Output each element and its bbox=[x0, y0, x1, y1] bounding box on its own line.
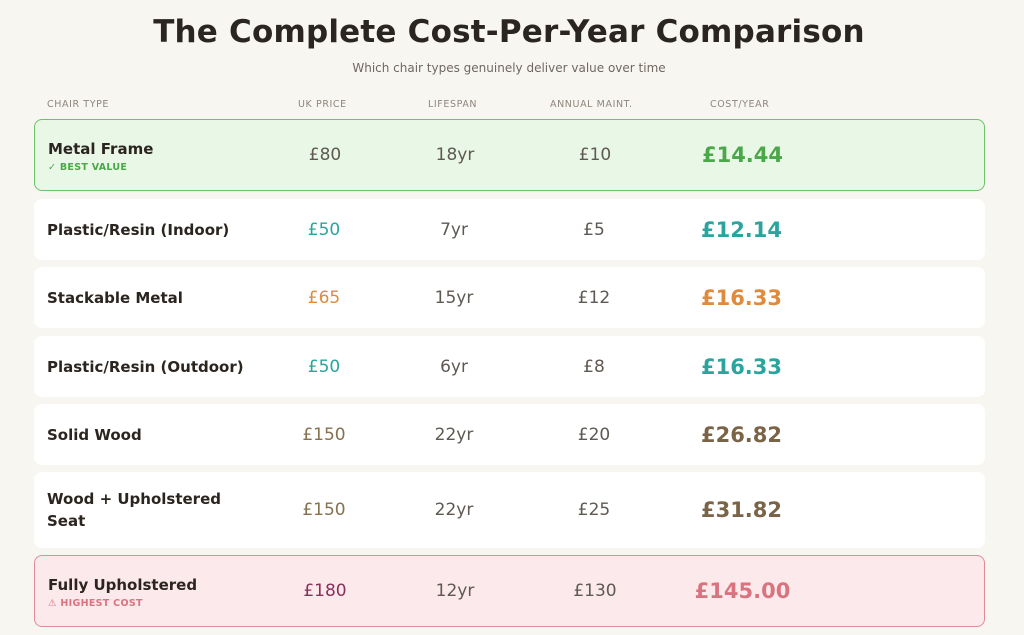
table-row-plastic-indoor: Plastic/Resin (Indoor) £50 7yr £5 £12.14 bbox=[34, 199, 985, 260]
chair-type-cell: Plastic/Resin (Outdoor) bbox=[47, 336, 277, 397]
best-value-badge: ✓ BEST VALUE bbox=[48, 161, 128, 173]
chair-name: Fully Upholstered bbox=[48, 575, 198, 594]
column-header-lifespan: LIFESPAN bbox=[428, 99, 478, 110]
cost-per-year-cell: £145.00 bbox=[694, 579, 791, 603]
chair-name: Wood + Upholstered Seat bbox=[47, 490, 221, 530]
annual-maint-cell: £25 bbox=[577, 500, 611, 520]
chair-name: Plastic/Resin (Indoor) bbox=[47, 220, 230, 239]
uk-price-cell: £80 bbox=[308, 145, 342, 165]
lifespan-cell: 6yr bbox=[440, 356, 468, 377]
annual-maint-cell: £10 bbox=[578, 145, 612, 165]
table-row-stackable-metal: Stackable Metal £65 15yr £12 £16.33 bbox=[34, 267, 985, 328]
annual-maint-cell: £20 bbox=[577, 424, 611, 445]
column-header-uk-price: UK PRICE bbox=[298, 99, 347, 110]
chair-name: Stackable Metal bbox=[47, 288, 183, 307]
column-header-annual-maint: ANNUAL MAINT. bbox=[550, 99, 633, 110]
chair-name: Solid Wood bbox=[47, 425, 142, 444]
chair-type-cell: Fully Upholstered ⚠ HIGHEST COST bbox=[48, 556, 278, 626]
cost-per-year-cell: £26.82 bbox=[700, 422, 783, 447]
cost-per-year-cell: £12.14 bbox=[700, 217, 783, 242]
annual-maint-cell: £5 bbox=[583, 219, 605, 240]
lifespan-cell: 15yr bbox=[434, 287, 474, 308]
cost-per-year-cell: £14.44 bbox=[701, 143, 784, 167]
table-row-solid-wood: Solid Wood £150 22yr £20 £26.82 bbox=[34, 404, 985, 465]
lifespan-cell: 12yr bbox=[435, 581, 475, 601]
chair-type-cell: Stackable Metal bbox=[47, 267, 277, 328]
lifespan-cell: 22yr bbox=[434, 424, 474, 445]
chair-type-cell: Metal Frame ✓ BEST VALUE bbox=[48, 120, 278, 190]
column-header-chair-type: CHAIR TYPE bbox=[47, 99, 110, 110]
uk-price-cell: £65 bbox=[307, 287, 341, 308]
annual-maint-cell: £12 bbox=[577, 287, 611, 308]
uk-price-cell: £50 bbox=[307, 219, 341, 240]
chair-name: Metal Frame bbox=[48, 139, 154, 158]
uk-price-cell: £180 bbox=[303, 581, 347, 601]
annual-maint-cell: £8 bbox=[583, 356, 605, 377]
uk-price-cell: £150 bbox=[302, 424, 346, 445]
lifespan-cell: 7yr bbox=[440, 219, 468, 240]
table-header: CHAIR TYPE UK PRICE LIFESPAN ANNUAL MAIN… bbox=[47, 99, 947, 113]
table-row-wood-upholstered: Wood + Upholstered Seat £150 22yr £25 £3… bbox=[34, 472, 985, 548]
lifespan-cell: 22yr bbox=[434, 500, 474, 520]
cost-per-year-cell: £31.82 bbox=[700, 498, 783, 522]
highest-cost-badge: ⚠ HIGHEST COST bbox=[48, 597, 143, 609]
chair-type-cell: Plastic/Resin (Indoor) bbox=[47, 199, 277, 260]
page-title: The Complete Cost-Per-Year Comparison bbox=[153, 14, 865, 50]
table-row-metal-frame: Metal Frame ✓ BEST VALUE £80 18yr £10 £1… bbox=[34, 119, 985, 191]
chair-name: Plastic/Resin (Outdoor) bbox=[47, 357, 244, 376]
page-subtitle: Which chair types genuinely deliver valu… bbox=[352, 61, 666, 75]
lifespan-cell: 18yr bbox=[435, 145, 475, 165]
cost-per-year-cell: £16.33 bbox=[700, 354, 783, 379]
table-row-fully-upholstered: Fully Upholstered ⚠ HIGHEST COST £180 12… bbox=[34, 555, 985, 627]
cost-per-year-cell: £16.33 bbox=[700, 285, 783, 310]
uk-price-cell: £150 bbox=[302, 500, 346, 520]
table-row-plastic-outdoor: Plastic/Resin (Outdoor) £50 6yr £8 £16.3… bbox=[34, 336, 985, 397]
annual-maint-cell: £130 bbox=[573, 581, 617, 601]
chair-type-cell: Solid Wood bbox=[47, 404, 277, 465]
uk-price-cell: £50 bbox=[307, 356, 341, 377]
column-header-cost-year: COST/YEAR bbox=[710, 99, 770, 110]
chair-type-cell: Wood + Upholstered Seat bbox=[47, 472, 237, 548]
